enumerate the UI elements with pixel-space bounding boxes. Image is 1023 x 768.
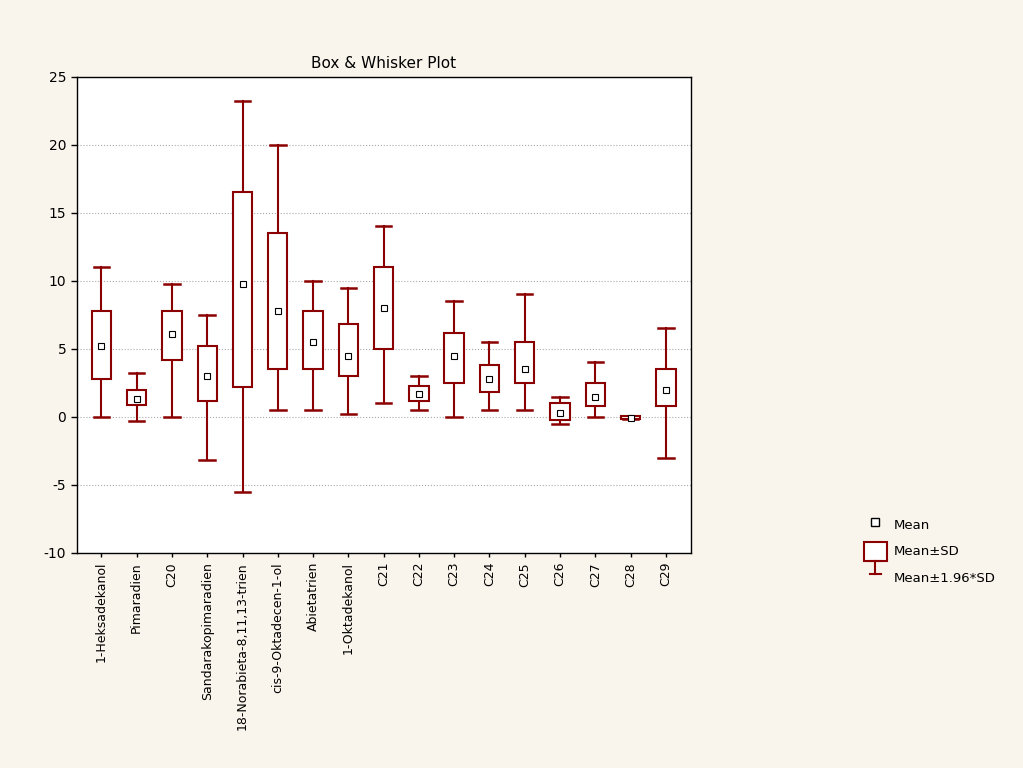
Bar (550, 403, 570, 419)
Bar (304, 311, 323, 369)
Bar (92, 311, 112, 379)
Bar (515, 342, 534, 383)
Bar (197, 346, 217, 401)
Bar (656, 369, 675, 406)
Bar (339, 324, 358, 376)
Bar (163, 311, 182, 359)
Bar (233, 193, 253, 387)
Bar (621, 415, 640, 419)
Bar (374, 267, 393, 349)
Bar (268, 233, 287, 369)
Bar (409, 386, 429, 401)
Title: Box & Whisker Plot: Box & Whisker Plot (311, 57, 456, 71)
Bar (444, 333, 463, 383)
Legend: Mean, Mean±SD, Mean±1.96*SD: Mean, Mean±SD, Mean±1.96*SD (858, 510, 1002, 592)
Bar (480, 366, 499, 392)
Bar (127, 389, 146, 405)
Bar (585, 383, 605, 406)
